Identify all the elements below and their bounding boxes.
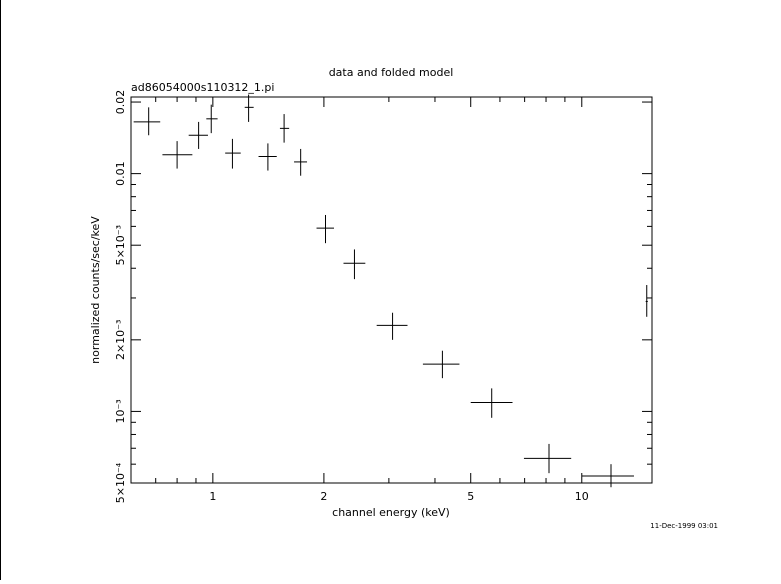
y-tick-label: 10⁻³ (114, 399, 127, 423)
chart-subtitle: ad86054000s110312_1.pi (131, 81, 274, 94)
x-tick-label: 1 (209, 490, 216, 503)
data-point (645, 285, 648, 317)
data-points (133, 94, 648, 488)
x-axis-label: channel energy (keV) (332, 506, 450, 519)
data-point (376, 312, 408, 340)
timestamp-label: 11-Dec-1999 03:01 (650, 522, 718, 530)
y-tick-label: 5×10⁻³ (114, 225, 127, 265)
data-point (188, 121, 208, 149)
data-point (258, 143, 277, 171)
data-point (581, 464, 634, 488)
data-point (294, 148, 308, 176)
data-point (279, 114, 290, 143)
data-point (244, 94, 254, 122)
x-tick-label: 2 (320, 490, 327, 503)
x-tick-label: 5 (467, 490, 474, 503)
data-point (422, 350, 460, 379)
axis-tick-labels: 1 2 5 10 5×10⁻⁴ 10⁻³ 2×10⁻³ 5×10⁻³ 0.01 0.02 (114, 90, 589, 503)
y-tick-label: 0.01 (114, 161, 127, 186)
axis-ticks (130, 97, 652, 484)
data-point (470, 388, 513, 418)
x-tick-label: 10 (575, 490, 589, 503)
data-point (343, 249, 366, 280)
data-point (316, 214, 334, 244)
plot-frame (130, 96, 653, 484)
data-point (133, 107, 161, 136)
chart-title: data and folded model (329, 66, 454, 79)
data-point (162, 141, 193, 169)
data-point (523, 443, 572, 474)
y-tick-label: 5×10⁻⁴ (114, 462, 127, 503)
data-point (225, 138, 241, 169)
y-tick-label: 0.02 (114, 90, 127, 115)
y-tick-label: 2×10⁻³ (114, 320, 127, 360)
data-point (206, 104, 218, 134)
y-axis-label: normalized counts/sec/keV (89, 216, 102, 364)
left-border-line (0, 0, 1, 580)
